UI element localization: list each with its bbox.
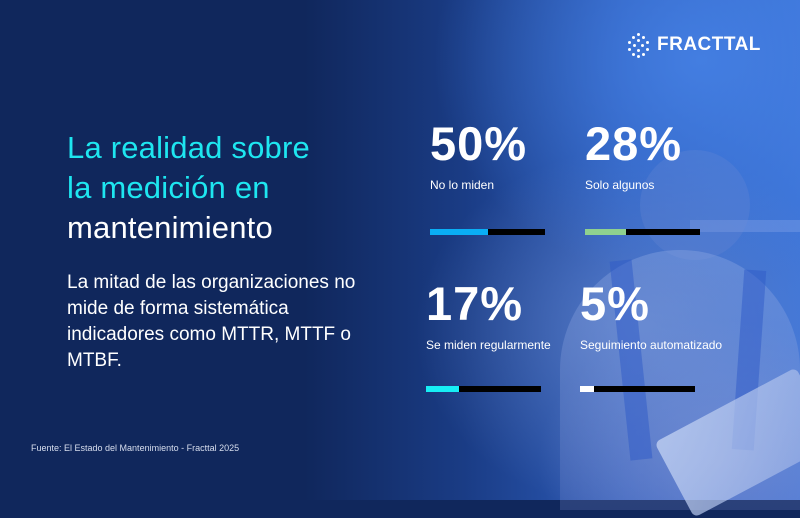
stat-value: 5% (580, 277, 650, 330)
stat-label: Seguimiento automatizado (580, 338, 723, 352)
stat-value: 28% (585, 117, 683, 170)
stat-label: Solo algunos (585, 178, 655, 192)
progress-fill (585, 229, 627, 235)
progress-bar (430, 229, 545, 235)
brand-logo: FRACTTAL (627, 33, 761, 58)
progress-fill (426, 386, 460, 392)
progress-bar (426, 386, 541, 392)
headline-line-2: la medición en (67, 170, 270, 205)
brand-name: FRACTTAL (657, 34, 761, 55)
source-note: Fuente: El Estado del Mantenimiento - Fr… (31, 443, 240, 453)
stat-no-lo-miden: 50% No lo miden (430, 117, 545, 235)
stat-value: 50% (430, 117, 528, 170)
headline: La realidad sobre la medición en manteni… (67, 128, 310, 248)
stat-se-miden-regularmente: 17% Se miden regularmente (426, 277, 551, 392)
description: La mitad de las organizaciones no mide d… (67, 272, 356, 371)
background-gradient (0, 0, 800, 500)
stat-label: No lo miden (430, 178, 495, 192)
progress-bar (585, 229, 700, 235)
headline-line-1: La realidad sobre (67, 130, 310, 165)
stat-label: Se miden regularmente (426, 338, 551, 352)
progress-fill (430, 229, 488, 235)
stat-value: 17% (426, 277, 524, 330)
progress-fill (580, 386, 594, 392)
fractal-dots-icon (627, 33, 651, 58)
stat-solo-algunos: 28% Solo algunos (585, 117, 700, 235)
stat-seguimiento-automatizado: 5% Seguimiento automatizado (580, 277, 723, 392)
progress-bar (580, 386, 695, 392)
headline-line-3: mantenimiento (67, 210, 273, 245)
